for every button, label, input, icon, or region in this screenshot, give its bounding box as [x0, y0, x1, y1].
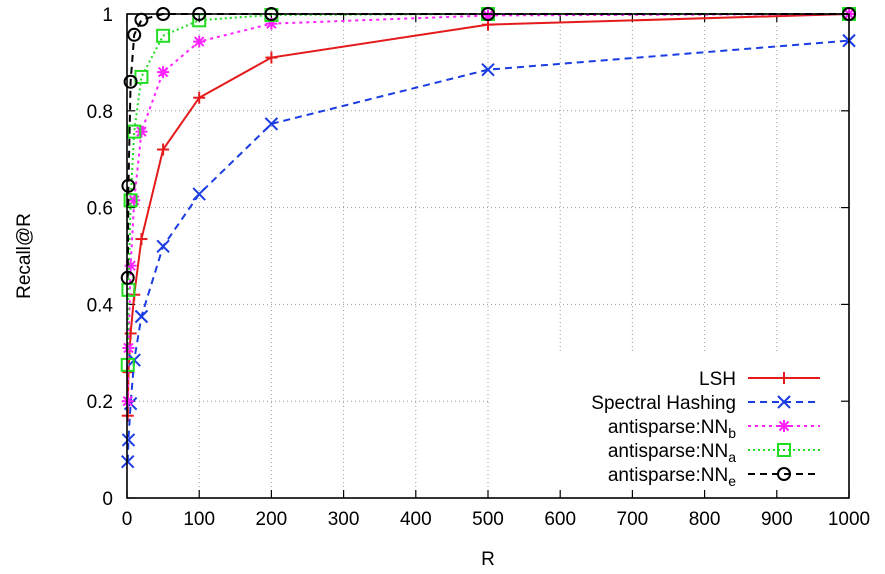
legend-entry-1: Spectral Hashing: [591, 393, 820, 414]
legend-entry-3: antisparse:NNa: [608, 441, 820, 465]
y-tick-label: 0: [102, 489, 113, 510]
data-point: [264, 117, 279, 131]
x-axis-label: R: [481, 549, 495, 570]
data-point: [157, 143, 170, 156]
data-point: [135, 233, 148, 246]
legend-entry-2: antisparse:NNb: [608, 417, 820, 441]
data-point: [265, 51, 278, 64]
legend-marker: [777, 467, 791, 481]
series-line: [126, 39, 850, 462]
legend-entry-0: LSH: [699, 369, 820, 390]
data-point: [481, 62, 495, 77]
data-point: [123, 193, 138, 208]
data-point: [121, 433, 136, 447]
y-tick-label: 0.8: [87, 102, 113, 123]
data-point: [157, 66, 170, 79]
legend-marker: [777, 443, 791, 457]
y-tick-label: 0.6: [87, 199, 113, 220]
tick-layer: 0 100 200 300 400 500 600 700 800 900 1000 0 0.2 0.4 0…: [87, 5, 871, 530]
x-tick-label: 900: [761, 509, 793, 530]
y-tick-label: 0.2: [87, 392, 113, 413]
legend-subscript: e: [728, 473, 736, 489]
legend-label: antisparse:NNb: [608, 417, 736, 441]
data-point: [123, 74, 138, 89]
x-tick-label: 100: [183, 509, 215, 530]
legend-label: LSH: [699, 369, 736, 390]
data-point: [193, 91, 206, 104]
x-tick-label: 500: [472, 509, 504, 530]
x-tick-label: 400: [400, 509, 432, 530]
legend-label: antisparse:NNa: [608, 441, 736, 465]
series-line: [126, 13, 850, 416]
x-tick-label: 800: [689, 509, 721, 530]
legend-label: antisparse:NNe: [608, 465, 736, 489]
data-point: [121, 178, 136, 193]
legend-marker: [778, 420, 790, 432]
legend-entry-4: antisparse:NNe: [608, 465, 820, 489]
data-point: [156, 28, 171, 43]
x-tick-label: 0: [122, 509, 133, 530]
data-point: [134, 309, 149, 324]
data-point: [193, 35, 206, 48]
x-tick-label: 600: [544, 509, 576, 530]
data-point: [127, 124, 142, 139]
x-tick-label: 300: [328, 509, 360, 530]
data-point: [134, 12, 149, 27]
legend-label: Spectral Hashing: [591, 393, 736, 414]
legend-subscript: a: [728, 449, 736, 465]
plot-frame: [126, 13, 850, 499]
data-point: [127, 27, 142, 42]
legend-subscript: b: [728, 425, 736, 441]
data-point: [156, 239, 170, 254]
y-tick-label: 1: [102, 5, 113, 26]
data-point: [135, 125, 148, 138]
x-tick-label: 200: [256, 509, 288, 530]
legend-marker: [777, 395, 791, 409]
data-point: [192, 187, 206, 201]
series-line: [126, 13, 850, 402]
y-tick-label: 0.4: [87, 295, 114, 316]
grid-layer: [127, 14, 849, 498]
x-tick-label: 700: [617, 509, 649, 530]
y-axis-label: Recall@R: [14, 213, 35, 299]
legend-marker: [778, 372, 790, 384]
x-tick-label: 1000: [828, 509, 870, 530]
